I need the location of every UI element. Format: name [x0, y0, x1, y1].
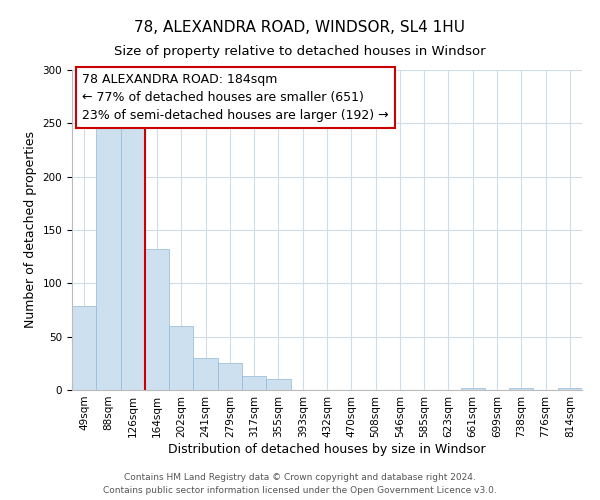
- Text: Size of property relative to detached houses in Windsor: Size of property relative to detached ho…: [114, 45, 486, 58]
- Bar: [509, 388, 533, 390]
- Bar: [121, 128, 145, 390]
- Bar: [72, 306, 96, 390]
- Text: Contains HM Land Registry data © Crown copyright and database right 2024.
Contai: Contains HM Land Registry data © Crown c…: [103, 474, 497, 495]
- Bar: [96, 124, 121, 390]
- Text: 78 ALEXANDRA ROAD: 184sqm
← 77% of detached houses are smaller (651)
23% of semi: 78 ALEXANDRA ROAD: 184sqm ← 77% of detac…: [82, 73, 389, 122]
- Bar: [218, 364, 242, 390]
- Bar: [558, 388, 582, 390]
- Bar: [169, 326, 193, 390]
- Bar: [193, 358, 218, 390]
- Bar: [145, 249, 169, 390]
- Bar: [461, 388, 485, 390]
- X-axis label: Distribution of detached houses by size in Windsor: Distribution of detached houses by size …: [168, 442, 486, 456]
- Y-axis label: Number of detached properties: Number of detached properties: [24, 132, 37, 328]
- Text: 78, ALEXANDRA ROAD, WINDSOR, SL4 1HU: 78, ALEXANDRA ROAD, WINDSOR, SL4 1HU: [134, 20, 466, 35]
- Bar: [242, 376, 266, 390]
- Bar: [266, 380, 290, 390]
